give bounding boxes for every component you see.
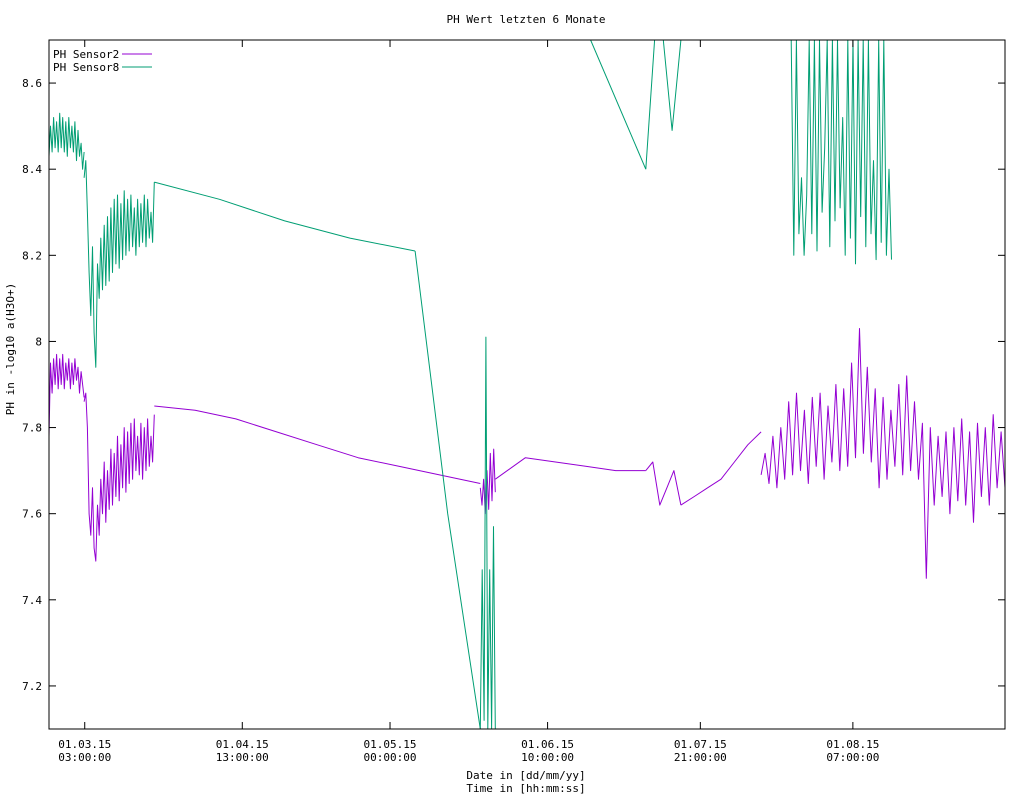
- series-line-1-segment-8: [760, 328, 1005, 579]
- legend-label-1: PH Sensor2: [53, 48, 119, 61]
- series-line-2-segment-8: [790, 40, 892, 265]
- y-tick-label: 7.6: [22, 508, 42, 521]
- legend-label-2: PH Sensor8: [53, 61, 119, 74]
- x-tick-label-date: 01.05.15: [364, 738, 417, 751]
- y-tick-label: 8: [35, 335, 42, 348]
- series-line-1-segment-6: [645, 461, 682, 506]
- series-line-2-segment-2: [83, 160, 155, 368]
- axes-layer: [48, 39, 1006, 730]
- x-tick-label-time: 10:00:00: [521, 751, 574, 764]
- series-line-1-segment-5: [495, 457, 646, 480]
- x-tick-label-time: 03:00:00: [58, 751, 111, 764]
- y-tick-label: 7.4: [22, 594, 42, 607]
- x-tick-label-time: 13:00:00: [216, 751, 269, 764]
- series-layer: [49, 40, 1005, 729]
- y-axis-label: PH in -log10 a(H3O+): [4, 283, 17, 415]
- series-line-1-segment-4: [479, 448, 496, 515]
- series-line-1-segment-7: [680, 431, 762, 506]
- x-axis-label-date: Date in [dd/mm/yy]: [466, 769, 585, 782]
- x-tick-label-time: 07:00:00: [826, 751, 879, 764]
- y-tick-label: 8.2: [22, 249, 42, 262]
- y-tick-label: 7.8: [22, 422, 42, 435]
- x-tick-label-date: 01.03.15: [58, 738, 111, 751]
- series-line-1-segment-3: [154, 405, 481, 484]
- series-line-1-segment-2: [83, 392, 155, 562]
- series-line-2-segment-3: [154, 181, 416, 252]
- plot-frame: [48, 39, 1006, 730]
- y-tick-label: 8.4: [22, 163, 42, 176]
- x-axis-label-time: Time in [hh:mm:ss]: [466, 782, 585, 795]
- x-tick-label-date: 01.08.15: [826, 738, 879, 751]
- y-tick-label: 7.2: [22, 680, 42, 693]
- chart-title: PH Wert letzten 6 Monate: [447, 13, 606, 26]
- x-tick-label-time: 21:00:00: [674, 751, 727, 764]
- y-tick-label: 8.6: [22, 77, 42, 90]
- x-tick-label-date: 01.04.15: [216, 738, 269, 751]
- series-line-1-segment-1: [49, 353, 85, 437]
- x-tick-label-date: 01.06.15: [521, 738, 574, 751]
- series-line-2-segment-1: [49, 112, 85, 170]
- series-line-2-segment-5: [479, 336, 496, 729]
- x-tick-label-time: 00:00:00: [364, 751, 417, 764]
- series-line-2-segment-6: [590, 40, 647, 170]
- series-line-2-segment-7: [645, 40, 682, 170]
- series-line-2-segment-4: [414, 250, 481, 729]
- x-tick-label-date: 01.07.15: [674, 738, 727, 751]
